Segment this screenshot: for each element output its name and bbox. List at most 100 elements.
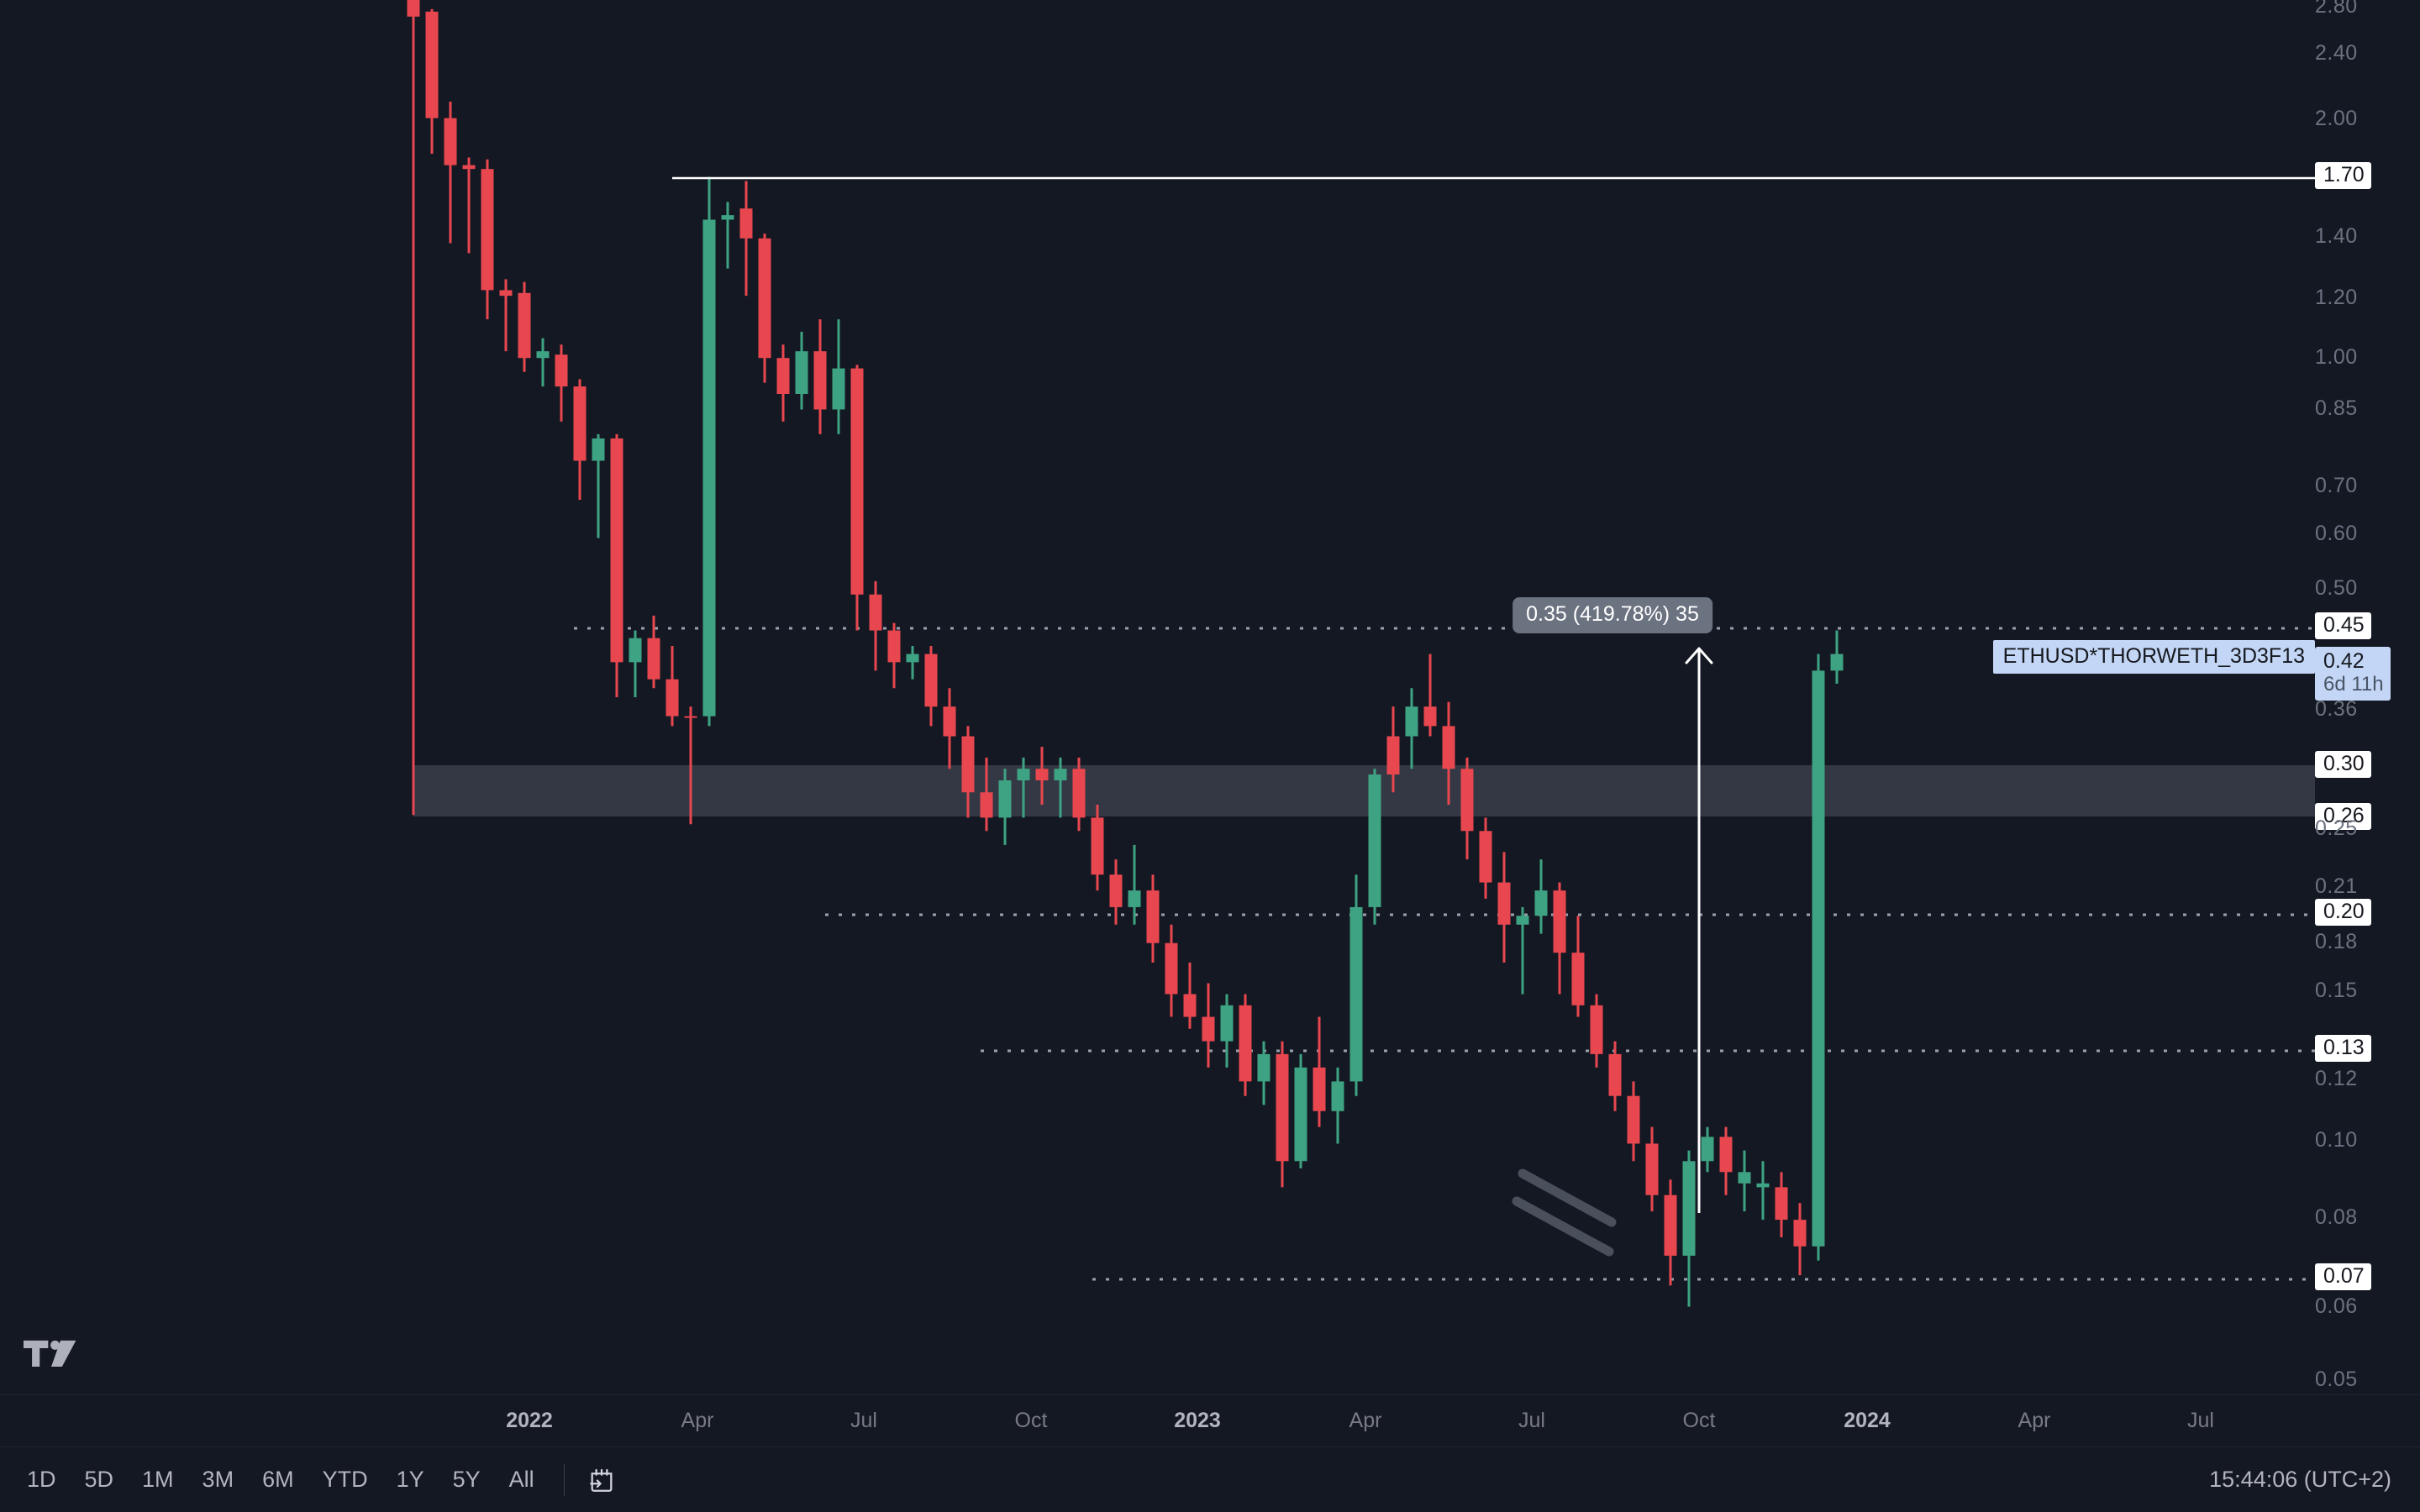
candle-body bbox=[1220, 1005, 1234, 1042]
candle-body bbox=[1775, 1187, 1788, 1221]
candle-body bbox=[1608, 1053, 1622, 1096]
candle-body bbox=[1738, 1172, 1751, 1184]
time-tick-label: Oct bbox=[1014, 1409, 1048, 1432]
candle-body bbox=[573, 386, 587, 461]
channel-lower-line bbox=[1512, 1196, 1614, 1257]
timeframe-button-1d[interactable]: 1D bbox=[27, 1467, 56, 1492]
candle-body bbox=[1479, 831, 1492, 883]
candle-body bbox=[1165, 942, 1178, 995]
candle-body bbox=[1571, 953, 1585, 1005]
candle-body bbox=[1756, 1183, 1770, 1188]
time-tick-label: Jul bbox=[1518, 1409, 1545, 1432]
price-tick-label: 1.20 bbox=[2315, 286, 2358, 309]
candle-body bbox=[1627, 1095, 1640, 1144]
timeframe-button-3m[interactable]: 3M bbox=[202, 1467, 234, 1492]
price-level-badge[interactable]: 0.20 bbox=[2315, 899, 2371, 926]
candle-body bbox=[813, 351, 827, 410]
time-tick-label: Jul bbox=[850, 1409, 877, 1432]
price-tick-label: 0.70 bbox=[2315, 474, 2358, 497]
time-tick-label: 2022 bbox=[506, 1409, 553, 1432]
candle-body bbox=[721, 215, 734, 220]
price-level-badge[interactable]: 0.07 bbox=[2315, 1263, 2371, 1290]
support-zone-layer bbox=[413, 765, 2315, 816]
candle-body bbox=[1645, 1143, 1659, 1195]
candle-body bbox=[407, 0, 420, 17]
candle-body bbox=[1349, 906, 1363, 1082]
candle-body bbox=[943, 706, 956, 737]
candle-body bbox=[1534, 890, 1548, 916]
timeframe-button-1m[interactable]: 1M bbox=[142, 1467, 174, 1492]
timeframe-button-all[interactable]: All bbox=[508, 1467, 534, 1492]
candle-body bbox=[1719, 1137, 1733, 1173]
candle-body bbox=[1017, 769, 1030, 781]
candle-body bbox=[536, 351, 550, 359]
candle-body bbox=[555, 354, 568, 387]
candle-series bbox=[407, 0, 1844, 1307]
price-level-badge[interactable]: 0.26 bbox=[2315, 803, 2371, 830]
timeframe-button-1y[interactable]: 1Y bbox=[396, 1467, 424, 1492]
candle-body bbox=[1313, 1067, 1326, 1111]
candle-body bbox=[961, 736, 975, 793]
candle-body bbox=[1497, 882, 1511, 925]
dotted-level-lines bbox=[574, 627, 2315, 1281]
candle-body bbox=[1516, 916, 1529, 925]
candle-body bbox=[1276, 1053, 1289, 1162]
candle-body bbox=[425, 11, 439, 118]
timeframe-button-5y[interactable]: 5Y bbox=[452, 1467, 481, 1492]
price-tick-label: 0.50 bbox=[2315, 576, 2358, 600]
candle-body bbox=[869, 594, 882, 631]
price-tick-label: 0.12 bbox=[2315, 1067, 2358, 1090]
candle-body bbox=[610, 438, 623, 663]
time-axis[interactable]: 2022 Apr Jul Oct 2023 Apr Jul Oct 2024 Apr Jul bbox=[0, 1394, 2420, 1446]
price-tick-label: 1.40 bbox=[2315, 224, 2358, 248]
chart-canvas[interactable] bbox=[0, 0, 2315, 1394]
timeframe-button-5d[interactable]: 5D bbox=[84, 1467, 114, 1492]
channel-upper-line bbox=[1518, 1168, 1617, 1227]
candle-body bbox=[1128, 890, 1141, 907]
candle-body bbox=[1202, 1016, 1215, 1042]
calendar-goto-icon bbox=[589, 1468, 613, 1492]
candle-body bbox=[795, 351, 808, 395]
candle-body bbox=[629, 638, 642, 663]
candle-body bbox=[1072, 769, 1086, 818]
price-level-badge[interactable]: 0.45 bbox=[2315, 612, 2371, 639]
falling-channel-drawing bbox=[1512, 1168, 1617, 1257]
clock-label[interactable]: 15:44:06 (UTC+2) bbox=[2209, 1467, 2391, 1492]
candle-body bbox=[980, 792, 993, 818]
price-tick-label: 0.06 bbox=[2315, 1294, 2358, 1318]
toolbar-divider bbox=[563, 1463, 565, 1496]
price-level-badge[interactable]: 0.30 bbox=[2315, 751, 2371, 778]
price-tick-label: 0.21 bbox=[2315, 874, 2358, 898]
timeframe-button-ytd[interactable]: YTD bbox=[322, 1467, 368, 1492]
price-level-badge[interactable]: 0.13 bbox=[2315, 1035, 2371, 1062]
candle-body bbox=[1682, 1161, 1696, 1256]
price-tick-label: 0.18 bbox=[2315, 930, 2358, 953]
arrow-head bbox=[1685, 647, 1713, 664]
price-tick-label: 2.80 bbox=[2315, 0, 2358, 18]
candle-body bbox=[462, 165, 476, 170]
time-tick-label: Apr bbox=[1349, 1409, 1382, 1432]
symbol-price-label[interactable]: ETHUSD*THORWETH_3D3F13 bbox=[1992, 640, 2315, 674]
price-tick-label: 0.25 bbox=[2315, 816, 2358, 840]
candle-body bbox=[647, 638, 660, 680]
candle-body bbox=[444, 118, 457, 165]
candle-body bbox=[1331, 1081, 1344, 1111]
candle-body bbox=[1368, 774, 1381, 907]
price-tick-label: 1.00 bbox=[2315, 345, 2358, 369]
candle-body bbox=[776, 358, 790, 395]
price-zone-rect bbox=[413, 765, 2315, 816]
candle-body bbox=[1109, 874, 1123, 907]
price-tick-label: 0.08 bbox=[2315, 1205, 2358, 1229]
price-tick-label: 0.36 bbox=[2315, 697, 2358, 721]
price-axis[interactable]: 2.80 2.40 2.00 1.70 1.40 1.20 1.00 0.85 0.70 0.60… bbox=[2315, 0, 2420, 1394]
measure-tool-tooltip: 0.35 (419.78%) 35 bbox=[1512, 597, 1712, 633]
candle-body bbox=[998, 780, 1012, 818]
candle-body bbox=[1035, 769, 1049, 781]
timeframe-button-6m[interactable]: 6M bbox=[262, 1467, 294, 1492]
price-level-badge[interactable]: 1.70 bbox=[2315, 162, 2371, 189]
candle-body bbox=[1664, 1194, 1677, 1256]
candle-body bbox=[684, 716, 697, 718]
goto-date-button[interactable] bbox=[580, 1458, 623, 1502]
current-price-badge[interactable]: 0.42 6d 11h bbox=[2315, 647, 2391, 701]
